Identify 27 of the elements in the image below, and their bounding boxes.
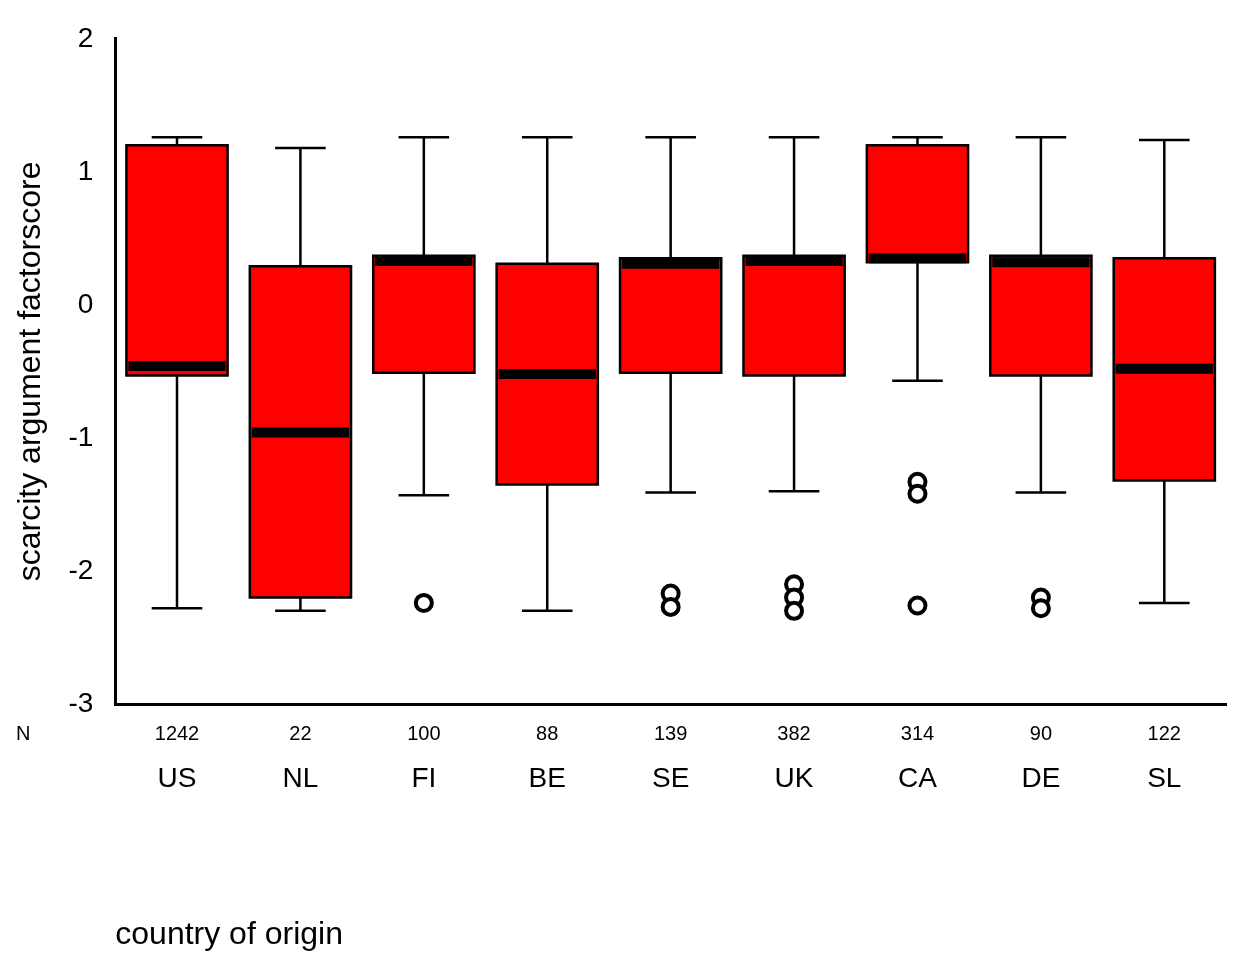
x-tick-label: SE — [651, 761, 690, 793]
x-tick-label: SL — [1147, 761, 1182, 793]
x-tick-label: CA — [898, 761, 938, 793]
x-tick-label: US — [157, 761, 197, 793]
text: 22 — [289, 721, 312, 744]
x-tick-label: UK — [774, 761, 814, 793]
text: 382 — [777, 721, 811, 744]
y-tick-label: 1 — [77, 154, 94, 186]
y-tick-label: 2 — [77, 21, 94, 53]
y-tick-label: -2 — [68, 553, 94, 585]
x-axis-title: country of origin — [115, 914, 343, 951]
y-axis-title: scarcity argument factorscore — [11, 161, 48, 582]
text: 139 — [653, 721, 688, 744]
text: 122 — [1147, 721, 1181, 744]
x-tick-label: BE — [528, 761, 566, 793]
x-tick-label: DE — [1021, 761, 1061, 793]
y-tick-label: 0 — [77, 287, 94, 319]
text: 100 — [407, 721, 441, 744]
y-tick-label: -3 — [68, 686, 94, 718]
x-tick-label: FI — [411, 761, 437, 793]
text: 314 — [900, 721, 935, 744]
text: 88 — [536, 721, 559, 744]
x-tick-label: NL — [282, 761, 319, 793]
text: 1242 — [154, 721, 200, 744]
text: N — [16, 721, 31, 744]
y-tick-label: -1 — [68, 420, 94, 452]
text: 90 — [1029, 721, 1053, 744]
